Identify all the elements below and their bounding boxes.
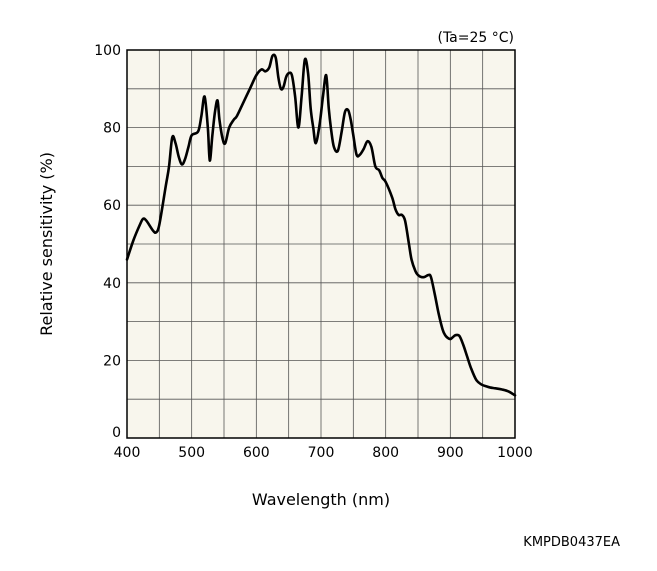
document-code: KMPDB0437EA	[523, 535, 620, 550]
x-tick-label: 400	[114, 445, 141, 461]
y-tick-label: 40	[103, 276, 121, 292]
x-tick-label: 500	[178, 445, 205, 461]
plot-frame	[126, 49, 516, 439]
x-tick-label: 900	[437, 445, 464, 461]
y-tick-label: 20	[103, 353, 121, 369]
y-axis-tick-labels: 0 20 40 60 80 100	[94, 43, 121, 441]
x-tick-label: 800	[372, 445, 399, 461]
grid-lines	[127, 50, 515, 438]
x-tick-label: 1000	[497, 445, 533, 461]
condition-note: (Ta=25 °C)	[437, 30, 514, 46]
x-tick-label: 700	[308, 445, 335, 461]
y-tick-label: 80	[103, 121, 121, 137]
x-tick-label: 600	[243, 445, 270, 461]
x-axis-tick-labels: 400 500 600 700 800 900 1000	[114, 445, 533, 461]
x-axis-title: Wavelength (nm)	[252, 490, 390, 509]
y-tick-label: 60	[103, 198, 121, 214]
sensitivity-curve	[125, 53, 517, 397]
y-tick-label: 100	[94, 43, 121, 59]
y-tick-label: 0	[112, 425, 121, 441]
y-axis-title: Relative sensitivity (%)	[37, 152, 56, 336]
